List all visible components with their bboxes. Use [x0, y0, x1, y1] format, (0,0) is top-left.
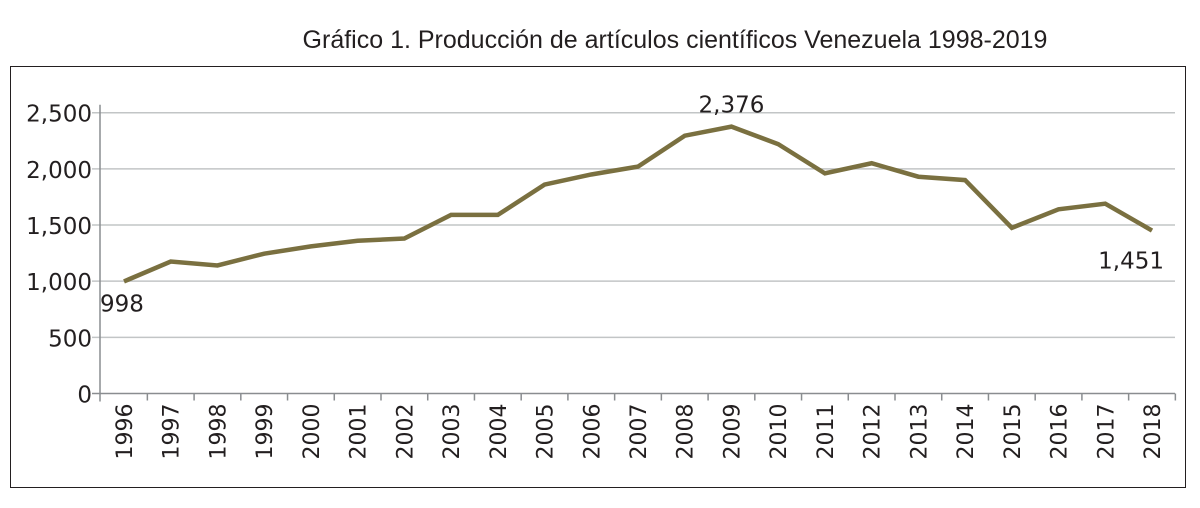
y-tick-label: 2,500	[26, 102, 92, 128]
y-tick-label: 2,000	[26, 158, 92, 184]
x-tick-label: 1998	[206, 404, 231, 460]
series-line	[123, 124, 1154, 284]
x-tick-label: 1996	[113, 404, 138, 460]
x-tick-label: 1997	[160, 404, 185, 460]
x-tick-label: 2012	[861, 404, 886, 460]
y-tick-label: 1,000	[26, 270, 92, 296]
x-tick-label: 2013	[907, 404, 932, 460]
data-label: 1,451	[1098, 249, 1164, 275]
x-tick-label: 2004	[487, 404, 512, 460]
x-tick-label: 2010	[767, 404, 792, 460]
chart-title: Gráfico 1. Producción de artículos cient…	[302, 26, 1048, 54]
x-tick-label: 2000	[300, 404, 325, 460]
chart-frame	[10, 66, 1186, 488]
y-tick-label: 500	[48, 326, 92, 352]
x-tick-label: 2006	[580, 404, 605, 460]
x-tick-label: 2018	[1141, 404, 1166, 460]
x-tick-label: 2001	[347, 404, 372, 460]
x-tick-label: 2015	[1001, 404, 1026, 460]
x-tick-label: 2009	[720, 404, 745, 460]
data-label: 2,376	[699, 93, 765, 119]
x-tick-label: 2005	[534, 404, 559, 460]
x-tick-label: 2017	[1094, 404, 1119, 460]
x-tick-label: 2007	[627, 404, 652, 460]
x-tick-label: 2002	[393, 404, 418, 460]
x-tick-label: 2003	[440, 404, 465, 460]
x-tick-label: 2008	[674, 404, 699, 460]
x-tick-label: 2016	[1048, 404, 1073, 460]
y-tick-label: 1,500	[26, 214, 92, 240]
data-label: 998	[100, 291, 144, 317]
y-tick-label: 0	[77, 383, 92, 409]
x-tick-label: 2011	[814, 404, 839, 460]
x-tick-label: 2014	[954, 404, 979, 460]
x-tick-label: 1999	[253, 404, 278, 460]
